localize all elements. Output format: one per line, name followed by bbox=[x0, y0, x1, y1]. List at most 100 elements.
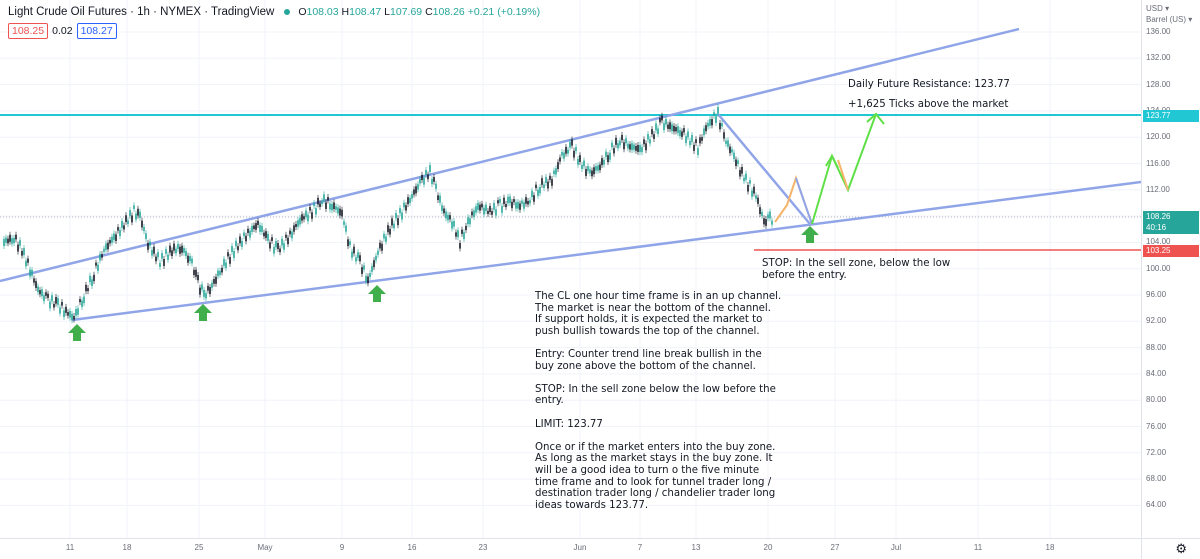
trade-buttons: 108.25 0.02 108.27 bbox=[8, 23, 117, 39]
candle-body bbox=[647, 134, 649, 140]
candle-body bbox=[309, 207, 311, 211]
candle-body bbox=[123, 225, 125, 230]
candle-body bbox=[143, 227, 145, 232]
symbol-title[interactable]: Light Crude Oil Futures · 1h · NYMEX · T… bbox=[8, 6, 275, 18]
candle-body bbox=[619, 140, 621, 146]
candle-body bbox=[743, 177, 745, 182]
candle-body bbox=[81, 300, 83, 307]
candle-body bbox=[611, 142, 613, 148]
candle-body bbox=[381, 243, 383, 251]
candle-body bbox=[651, 129, 653, 135]
candle-body bbox=[393, 223, 395, 229]
price-axis[interactable]: USD ▾ Barrel (US) ▾ 136.00 132.00 128.00 12… bbox=[1141, 0, 1200, 538]
candle-body bbox=[237, 246, 239, 251]
candle-body bbox=[427, 174, 429, 180]
price-chart[interactable] bbox=[0, 0, 1141, 538]
candle-body bbox=[421, 174, 423, 181]
candle-body bbox=[399, 208, 401, 214]
candle-body bbox=[139, 211, 141, 218]
candle-body bbox=[739, 170, 741, 177]
candle-body bbox=[209, 287, 211, 295]
sell-button[interactable]: 108.25 bbox=[8, 23, 49, 39]
candle-body bbox=[637, 144, 639, 152]
candle-body bbox=[337, 207, 339, 214]
candle-body bbox=[257, 220, 259, 225]
candle-body bbox=[283, 243, 285, 250]
candle-body bbox=[455, 232, 457, 237]
candle-body bbox=[33, 278, 35, 283]
candle-body bbox=[103, 248, 105, 252]
candle-body bbox=[701, 137, 703, 141]
candle-body bbox=[59, 307, 61, 314]
chart-area[interactable]: Light Crude Oil Futures · 1h · NYMEX · T… bbox=[0, 0, 1141, 538]
candle-body bbox=[141, 220, 143, 228]
candle-body bbox=[253, 225, 255, 230]
candle-body bbox=[193, 269, 195, 276]
candle-body bbox=[541, 178, 543, 185]
candle-body bbox=[433, 177, 435, 182]
time-axis[interactable]: 11 18 25 May 9 16 23 Jun 7 13 20 27 Jul 11 18 bbox=[0, 538, 1141, 559]
candle-body bbox=[635, 146, 637, 151]
candle-body bbox=[365, 275, 367, 282]
price-tick-label: 116.00 bbox=[1146, 158, 1170, 168]
candle-body bbox=[319, 203, 321, 207]
candle-body bbox=[31, 269, 33, 276]
candle-body bbox=[115, 234, 117, 242]
candle-body bbox=[593, 167, 595, 175]
buy-button[interactable]: 108.27 bbox=[76, 23, 117, 39]
candle-body bbox=[227, 252, 229, 257]
candle-body bbox=[173, 243, 175, 251]
candle-body bbox=[449, 215, 451, 220]
candle-body bbox=[459, 242, 461, 249]
projection-orange-path-2 bbox=[837, 159, 849, 191]
candle-body bbox=[61, 301, 63, 306]
resistance-price-tag: 123.77 bbox=[1143, 110, 1199, 122]
candle-body bbox=[723, 132, 725, 139]
candle-body bbox=[369, 273, 371, 278]
axis-corner: ⚙ bbox=[1141, 538, 1200, 559]
candle-body bbox=[441, 205, 443, 211]
candle-body bbox=[5, 237, 7, 243]
candle-body bbox=[151, 249, 153, 256]
candle-body bbox=[191, 258, 193, 264]
candle-body bbox=[323, 194, 325, 201]
candle-body bbox=[469, 218, 471, 225]
candle-body bbox=[315, 208, 317, 215]
candle-body bbox=[377, 250, 379, 255]
candle-body bbox=[189, 256, 191, 262]
unit-label[interactable]: Barrel (US) ▾ bbox=[1146, 15, 1193, 24]
candle-body bbox=[735, 159, 737, 167]
candle-body bbox=[683, 128, 685, 133]
stop-price-tag: 103.25 bbox=[1143, 245, 1199, 257]
resistance-title: Daily Future Resistance: 123.77 bbox=[848, 79, 1010, 90]
candle-body bbox=[409, 197, 411, 203]
candle-body bbox=[7, 238, 9, 244]
gear-icon[interactable]: ⚙ bbox=[1175, 541, 1187, 556]
candle-body bbox=[197, 275, 199, 281]
candle-body bbox=[629, 144, 631, 150]
candle-body bbox=[133, 205, 135, 209]
candle-body bbox=[391, 218, 393, 226]
candle-body bbox=[95, 262, 97, 266]
candle-body bbox=[523, 202, 525, 209]
candle-body bbox=[727, 140, 729, 147]
candle-body bbox=[513, 199, 515, 203]
channel-bottom-line bbox=[71, 180, 1141, 322]
candle-body bbox=[247, 228, 249, 233]
candle-body bbox=[171, 250, 173, 257]
currency-label[interactable]: USD ▾ bbox=[1146, 4, 1170, 13]
candle-body bbox=[655, 123, 657, 131]
candle-body bbox=[221, 267, 223, 273]
candle-body bbox=[11, 238, 13, 244]
candle-body bbox=[169, 245, 171, 253]
candle-body bbox=[353, 246, 355, 254]
candle-body bbox=[411, 193, 413, 199]
candle-body bbox=[495, 209, 497, 216]
candle-body bbox=[439, 195, 441, 203]
candle-body bbox=[75, 309, 77, 316]
candle-body bbox=[343, 221, 345, 225]
arrow-up-icon bbox=[68, 324, 86, 341]
candle-body bbox=[279, 248, 281, 253]
candle-body bbox=[351, 251, 353, 258]
candle-body bbox=[413, 189, 415, 195]
